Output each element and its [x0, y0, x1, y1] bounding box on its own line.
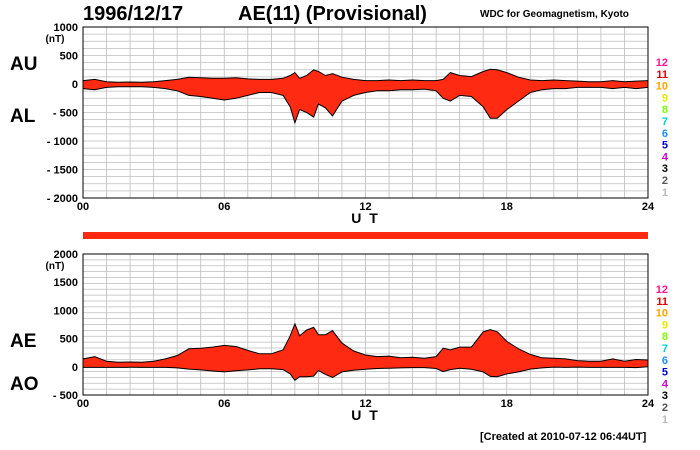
station-count-label: 2 — [662, 402, 668, 414]
y-tick-label: - 2000 — [47, 193, 78, 205]
station-count-label: 6 — [662, 355, 668, 367]
station-count-label: 8 — [662, 331, 668, 343]
y-tick-label: - 500 — [53, 390, 78, 402]
series-line-ao — [83, 366, 649, 382]
plot-frame — [82, 253, 649, 396]
y-tick-label: 0 — [72, 362, 78, 374]
x-tick-label: 06 — [218, 201, 230, 213]
station-count-label: 10 — [656, 81, 668, 93]
station-count-label: 7 — [662, 343, 668, 355]
data-coverage-bar — [83, 232, 648, 239]
plot-date: 1996/12/17 — [83, 3, 184, 25]
station-count-label: 5 — [662, 367, 668, 379]
station-count-label: 12 — [656, 284, 668, 296]
y-unit-label: (nT) — [46, 34, 65, 45]
y-tick-label: 2000 — [54, 249, 78, 261]
station-count-label: 4 — [662, 378, 669, 390]
station-count-label: 10 — [656, 308, 668, 320]
series-label-ae: AE — [10, 331, 36, 352]
y-unit-label: (nT) — [46, 261, 65, 272]
x-axis-label: U T — [351, 407, 380, 423]
station-count-label: 11 — [656, 296, 668, 308]
x-tick-label: 12 — [359, 201, 371, 213]
y-tick-label: 500 — [60, 51, 78, 63]
series-line-al — [82, 86, 649, 125]
y-tick-label: - 1500 — [47, 165, 78, 177]
plot-frame — [82, 26, 649, 199]
station-count-label: 6 — [662, 128, 668, 140]
station-count-label: 5 — [662, 140, 668, 152]
station-count-label: 3 — [662, 390, 668, 402]
x-tick-label: 24 — [642, 398, 655, 410]
station-count-label: 9 — [662, 319, 668, 331]
y-tick-label: 1500 — [54, 277, 78, 289]
x-axis-label: U T — [351, 210, 380, 226]
series-label-au: AU — [10, 54, 37, 75]
x-tick-label: 18 — [501, 398, 513, 410]
y-tick-label: - 1000 — [47, 136, 78, 148]
x-tick-label: 12 — [359, 398, 371, 410]
series-label-al: AL — [10, 106, 36, 127]
series-line-ae — [82, 322, 649, 363]
created-timestamp: [Created at 2010-07-12 06:44UT] — [480, 431, 647, 443]
data-source-label: WDC for Geomagnetism, Kyoto — [480, 9, 629, 20]
station-count-label: 4 — [662, 151, 669, 163]
x-tick-label: 24 — [642, 201, 655, 213]
x-tick-label: 00 — [77, 201, 89, 213]
y-tick-label: - 500 — [53, 108, 78, 120]
plot-title: AE(11) (Provisional) — [238, 3, 427, 25]
station-count-label: 12 — [656, 57, 668, 69]
series-label-ao: AO — [10, 374, 39, 395]
station-count-label: 9 — [662, 92, 668, 104]
y-tick-label: 1000 — [54, 22, 78, 34]
station-count-label: 8 — [662, 104, 668, 116]
station-count-label: 2 — [662, 175, 668, 187]
series-line-au — [82, 68, 649, 83]
index-band-area — [83, 323, 648, 381]
y-tick-label: 0 — [72, 79, 78, 91]
station-count-label: 1 — [662, 187, 668, 199]
x-tick-label: 06 — [218, 398, 230, 410]
x-tick-label: 00 — [77, 398, 89, 410]
y-tick-label: 1000 — [54, 305, 78, 317]
station-count-label: 11 — [656, 69, 668, 81]
station-count-label: 7 — [662, 116, 668, 128]
station-count-label: 1 — [662, 414, 668, 426]
station-count-label: 3 — [662, 163, 668, 175]
x-tick-label: 18 — [501, 201, 513, 213]
y-tick-label: 500 — [60, 334, 78, 346]
